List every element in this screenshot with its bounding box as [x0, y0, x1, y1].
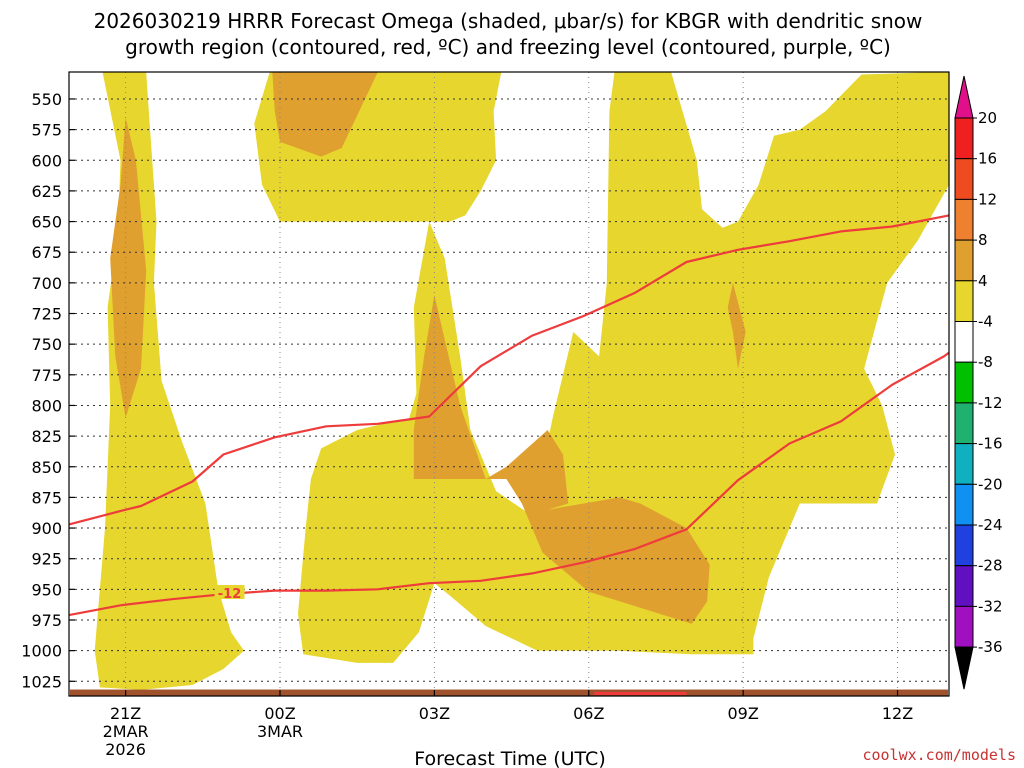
y-tick-label: 950	[31, 580, 62, 599]
colorbar-label: 16	[978, 150, 997, 168]
x-tick-label: 12Z	[882, 704, 913, 723]
omega-shading-layer	[94, 72, 949, 690]
omega-8-region-east	[727, 282, 746, 369]
chart-title-line1: 2026030219 HRRR Forecast Omega (shaded, …	[94, 9, 923, 33]
chart-title-line2: growth region (contoured, red, ºC) and f…	[125, 35, 891, 59]
y-tick-label: 825	[31, 427, 62, 446]
x-tick-label: 00Z	[264, 704, 295, 723]
y-tick-label: 1000	[21, 642, 62, 661]
colorbar-swatch	[954, 239, 974, 282]
x-tick-label: 2MAR	[103, 722, 149, 741]
plot-frame	[68, 71, 950, 697]
y-tick-label: 1025	[21, 672, 62, 691]
colorbar-swatch	[954, 117, 974, 160]
y-tick-label: 875	[31, 488, 62, 507]
colorbar-label: -24	[978, 516, 1003, 534]
y-tick-label: 625	[31, 182, 62, 201]
colorbar-label: -12	[978, 394, 1003, 412]
x-axis-label: Forecast Time (UTC)	[414, 748, 605, 768]
colorbar-label: -28	[978, 557, 1003, 575]
colorbar-swatch	[954, 565, 974, 607]
colorbar-swatch	[954, 198, 974, 241]
x-tick-label: 03Z	[419, 704, 450, 723]
y-axis: 550 575 600 625 650 675 700 725 750 775 800 825 850 8…	[21, 90, 75, 691]
colorbar-label: -36	[978, 638, 1003, 656]
colorbar-label: -8	[978, 353, 993, 371]
colorbar-label: 20	[978, 109, 997, 127]
credit-text: coolwx.com/models	[862, 746, 1016, 764]
y-tick-label: 675	[31, 243, 62, 262]
y-tick-label: 900	[31, 519, 62, 538]
colorbar-bottom-cap	[954, 646, 974, 690]
colorbar-label: -16	[978, 435, 1003, 453]
colorbar-label: 8	[978, 231, 988, 249]
x-tick-label: 09Z	[727, 704, 758, 723]
colorbar-label: -20	[978, 475, 1003, 493]
ground-strip	[70, 689, 948, 697]
omega-8-region-west-band	[110, 117, 147, 418]
y-tick-label: 550	[31, 90, 62, 109]
y-tick-label: 575	[31, 121, 62, 140]
y-tick-label: 650	[31, 213, 62, 232]
colorbar-label: 4	[978, 272, 988, 290]
colorbar-swatch	[954, 321, 974, 363]
colorbar-swatch	[954, 605, 974, 648]
omega-8-region-central	[413, 295, 710, 624]
colorbar-swatch	[954, 361, 974, 404]
colorbar-label: -32	[978, 597, 1003, 615]
y-tick-label: 725	[31, 305, 62, 324]
x-tick-label: 3MAR	[257, 722, 303, 741]
colorbar-swatch	[954, 524, 974, 567]
omega-4-region-mid	[298, 72, 949, 663]
y-tick-label: 800	[31, 396, 62, 415]
colorbar: 20 16 12 8 4 -4 -8 -12 -16 -20 -24 -28 -32 -36	[954, 75, 1003, 690]
colorbar-swatch	[954, 280, 974, 322]
colorbar-label: -4	[978, 313, 993, 331]
y-tick-label: 750	[31, 335, 62, 354]
y-tick-label: 600	[31, 151, 62, 170]
y-tick-label: 925	[31, 550, 62, 569]
contour-layer: -12	[68, 214, 950, 695]
y-tick-label: 850	[31, 458, 62, 477]
colorbar-label: 12	[978, 190, 997, 208]
omega-8-region-top	[272, 72, 378, 157]
x-tick-label: 06Z	[573, 704, 604, 723]
gridlines	[69, 72, 949, 696]
plot-area: -12	[68, 72, 950, 697]
ground-layer	[70, 689, 948, 697]
contour-label: -12	[218, 587, 242, 602]
colorbar-swatch	[954, 402, 974, 445]
y-tick-label: 775	[31, 366, 62, 385]
y-tick-label: 700	[31, 274, 62, 293]
colorbar-swatch	[954, 158, 974, 200]
colorbar-swatch	[954, 443, 974, 485]
x-tick-label: 2026	[105, 740, 146, 759]
x-tick-label: 21Z	[110, 704, 141, 723]
contour-line	[68, 214, 950, 526]
y-tick-label: 975	[31, 611, 62, 630]
contour-label-bg	[214, 585, 245, 600]
colorbar-swatch	[954, 483, 974, 526]
